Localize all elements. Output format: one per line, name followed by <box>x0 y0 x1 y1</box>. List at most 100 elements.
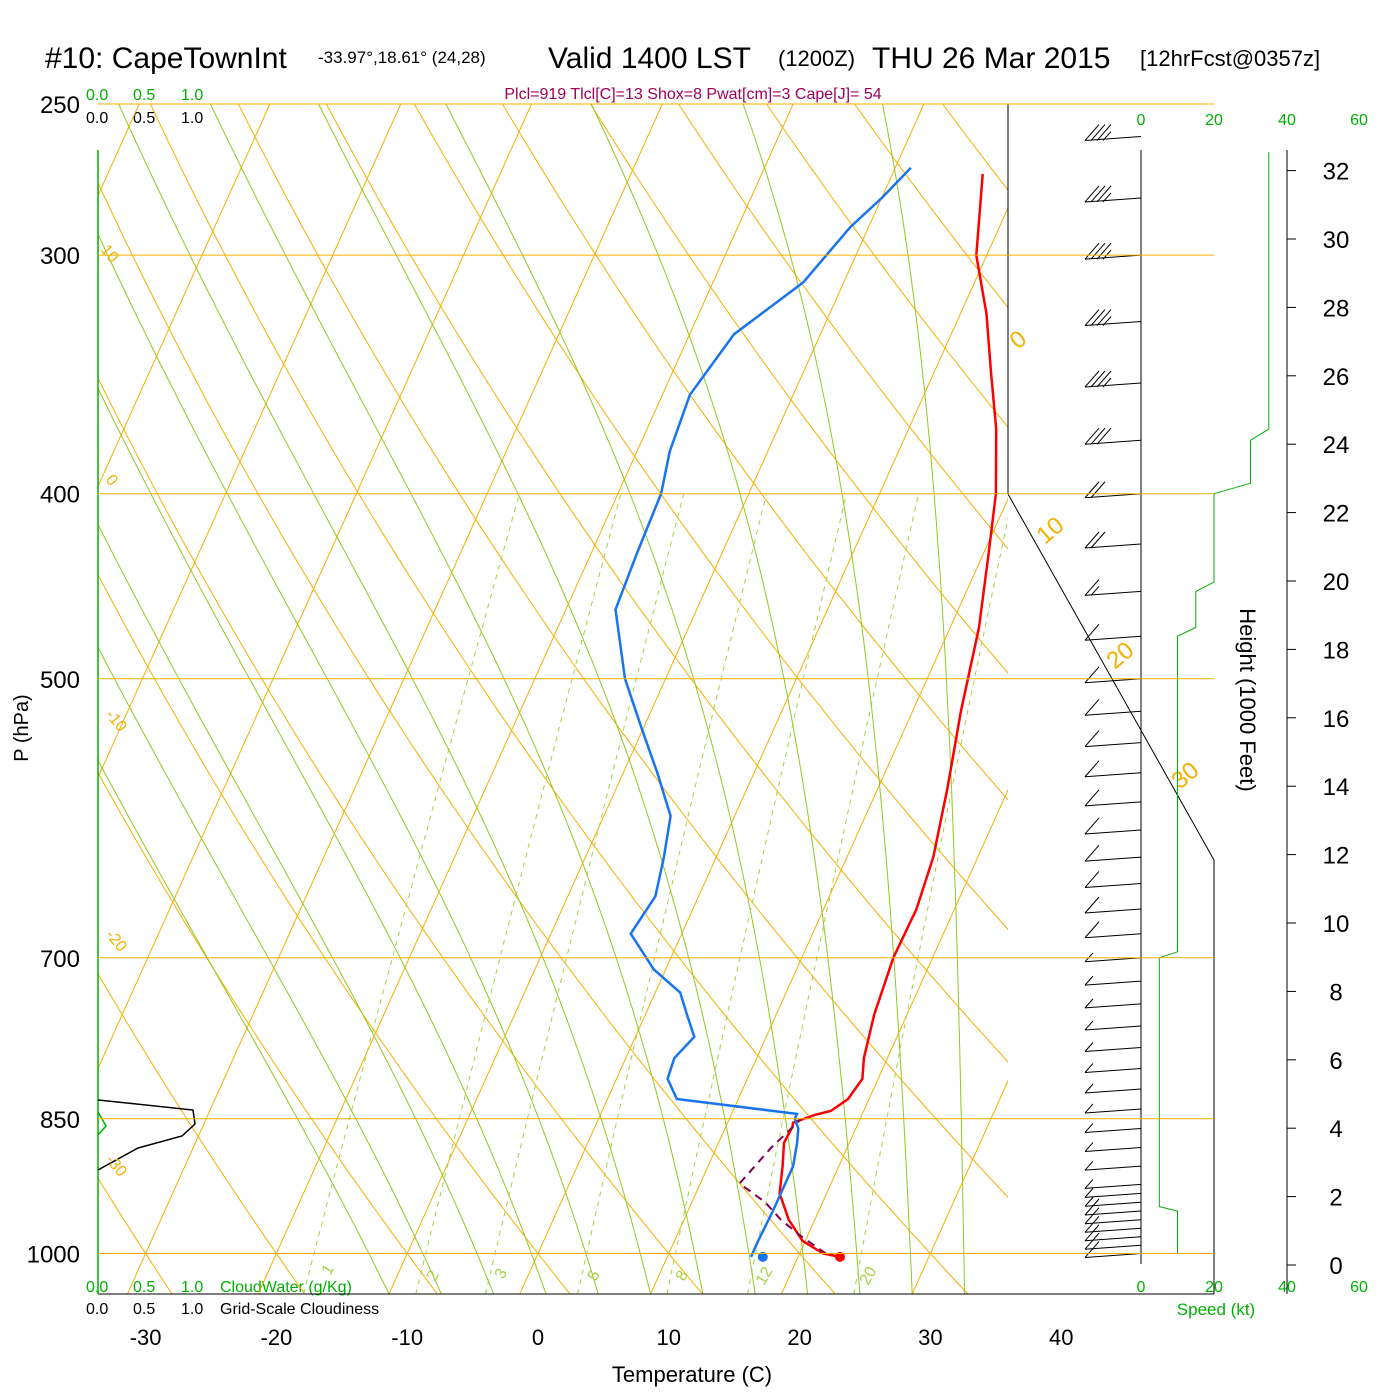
wind-barb-staff <box>1084 1047 1142 1053</box>
cloud-profile <box>97 1099 196 1171</box>
temperature-line <box>778 173 998 1259</box>
dewpoint-line <box>614 166 912 1258</box>
moist-adiabat-line <box>318 104 756 1294</box>
y-tick-label: 400 <box>40 482 80 509</box>
dry-adiabat-line <box>1031 104 1400 1294</box>
wind-barb-staff <box>1084 1183 1142 1189</box>
cloudwater-tick-top: 0.0 <box>86 87 108 104</box>
wind-barb-flag <box>1090 531 1106 549</box>
x-tick-label: 10 <box>657 1325 681 1350</box>
wind-barb <box>1084 1207 1142 1225</box>
wind-barb-staff <box>1084 635 1142 641</box>
cloudiness-tick-bottom: 0.5 <box>133 1301 155 1318</box>
wind-barb-half-flag <box>1084 1196 1094 1207</box>
wind-barb-flag <box>1084 896 1100 914</box>
isotherm-line <box>0 104 8 1294</box>
x-tick-label: -20 <box>261 1325 293 1350</box>
wind-barb-flag <box>1084 666 1100 684</box>
surface-dewpoint-dot <box>757 1251 768 1262</box>
wind-barb <box>1084 730 1142 748</box>
surface-temperature-dot <box>834 1251 845 1262</box>
height-tick-label: 14 <box>1323 774 1350 801</box>
wind-barb-staff <box>1084 710 1142 716</box>
isotherm-line <box>650 497 1008 1294</box>
wind-barb-flag <box>1084 871 1100 888</box>
y-tick-label: 250 <box>40 92 80 119</box>
cloudwater-tick-top: 1.0 <box>181 87 203 104</box>
cloudwater-label: CloudWater (g/Kg) <box>220 1279 352 1296</box>
height-tick-label: 4 <box>1329 1116 1342 1143</box>
moist-adiabat-line <box>590 104 861 1294</box>
wind-barb <box>1084 124 1142 142</box>
wind-barb-half-flag <box>1084 1160 1094 1171</box>
cloudwater-tick-bottom: 0.0 <box>86 1279 108 1296</box>
wind-barb <box>1084 1123 1142 1133</box>
moist-adiabat-line <box>445 104 809 1294</box>
wind-barb <box>1084 1103 1142 1114</box>
dry-adiabat-label: 10 <box>97 242 122 267</box>
y-tick-label: 500 <box>40 667 80 694</box>
wind-barb-half-flag <box>1084 1042 1094 1052</box>
mixing-ratio-line <box>302 493 520 1294</box>
moist-adiabat-line <box>742 104 913 1294</box>
cloudiness-tick-top: 1.0 <box>181 110 203 127</box>
wind-barb-staff <box>1084 439 1142 445</box>
x-tick-label: -10 <box>391 1325 423 1350</box>
dry-adiabat-label: 0 <box>102 472 121 490</box>
wind-barb-staff <box>1084 493 1142 499</box>
wind-barb-half-flag <box>1102 192 1112 203</box>
isotherm-line <box>1043 104 1400 1294</box>
wind-barb-staff <box>1084 1108 1142 1114</box>
wind-barb-half-flag <box>1084 1142 1094 1152</box>
height-tick-label: 32 <box>1323 159 1350 186</box>
wind-barb <box>1084 871 1142 888</box>
cloud-scale-bottom: 0.0 0.5 1.0 CloudWater (g/Kg) 0.0 0.5 1.… <box>86 1279 379 1318</box>
cloudwater-tick-bottom: 0.5 <box>133 1279 155 1296</box>
moist-adiabat-label: 30 <box>1167 757 1205 795</box>
moist-adiabat-label: 10 <box>1032 512 1070 550</box>
height-tick-label: 28 <box>1323 295 1350 322</box>
wind-barb <box>1084 242 1142 260</box>
moist-adiabat-line <box>882 104 965 1294</box>
height-tick-label: 12 <box>1323 843 1350 870</box>
cloud-scale-top: 0.0 0.5 1.0 0.0 0.5 1.0 <box>86 87 203 127</box>
wind-barb-half-flag <box>1084 998 1094 1009</box>
dry-adiabat-line <box>413 104 1008 931</box>
wind-barb-flag <box>1084 921 1100 939</box>
valid-date: THU 26 Mar 2015 <box>872 42 1110 75</box>
wind-barb-staff <box>1084 1210 1142 1216</box>
isotherm-line <box>126 104 663 1294</box>
wind-barb-flag <box>1084 844 1100 862</box>
cloudiness-tick-bottom: 1.0 <box>181 1301 203 1318</box>
speed-tick-top: 40 <box>1278 112 1296 129</box>
speed-tick-top: 0 <box>1137 112 1146 129</box>
wind-barb-half-flag <box>1084 1063 1094 1073</box>
wind-barb-flag <box>1084 1232 1100 1250</box>
isotherm-line <box>911 1079 1008 1294</box>
wind-barb-staff <box>1084 980 1142 986</box>
x-tick-label: 40 <box>1049 1325 1073 1350</box>
isotherm-line <box>257 104 794 1294</box>
wind-barb <box>1084 1020 1142 1031</box>
station-title: #10: CapeTownInt <box>45 42 287 75</box>
wind-barb-flag <box>1096 124 1112 141</box>
wind-barb-flag <box>1084 370 1100 388</box>
wind-barb-half-flag <box>1084 1188 1094 1198</box>
wind-barb <box>1084 921 1142 939</box>
y-axis-label: P (hPa) <box>11 694 33 761</box>
wind-barb <box>1084 309 1142 327</box>
wind-barb-staff <box>1084 254 1142 260</box>
wind-barb <box>1084 185 1142 203</box>
wind-barb-flag <box>1084 1198 1100 1216</box>
y-tick-label: 300 <box>40 243 80 270</box>
wind-barb <box>1084 666 1142 684</box>
wind-barb-staff <box>1084 1147 1142 1153</box>
cloudiness-profile-line <box>97 1099 196 1171</box>
sounding-profiles <box>614 166 998 1262</box>
wind-barb-half-flag <box>1084 1103 1094 1114</box>
wind-barb-flag <box>1084 817 1100 835</box>
cloudwater-profile-line <box>97 1111 107 1136</box>
dry-adiabat-label: -10 <box>102 707 130 736</box>
wind-barb-half-flag <box>1102 249 1112 260</box>
wind-barb-flag <box>1090 481 1106 499</box>
